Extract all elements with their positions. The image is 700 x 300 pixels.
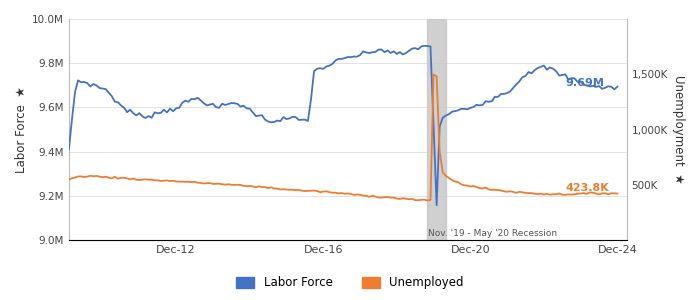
Text: 423.8K: 423.8K bbox=[566, 183, 609, 193]
Y-axis label: Labor Force  ★: Labor Force ★ bbox=[15, 86, 28, 173]
Text: Nov. '19 - May '20 Recession: Nov. '19 - May '20 Recession bbox=[428, 229, 557, 238]
Text: 9.69M: 9.69M bbox=[566, 78, 604, 88]
Bar bbox=[428, 19, 446, 240]
Y-axis label: Unemployment  ★: Unemployment ★ bbox=[672, 75, 685, 184]
Legend: Labor Force, Unemployed: Labor Force, Unemployed bbox=[232, 272, 468, 294]
